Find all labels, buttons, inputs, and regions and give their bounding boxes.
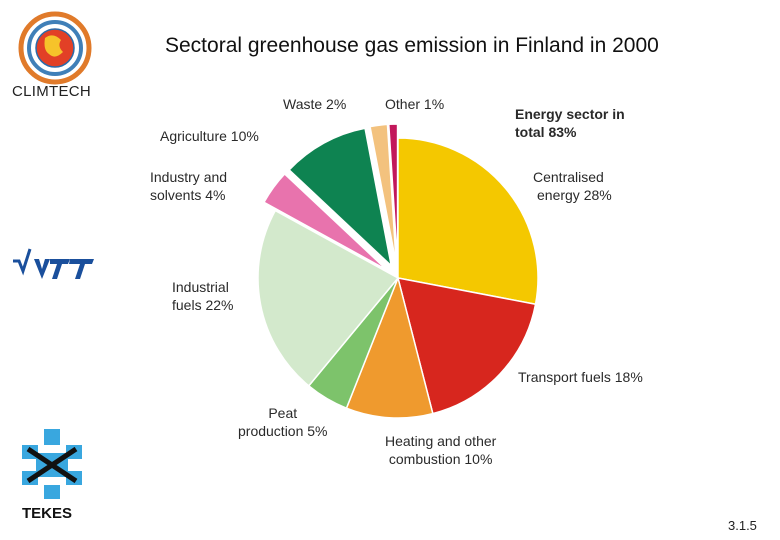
slice-label-other: Other 1% xyxy=(385,95,444,113)
slice-label-line: Transport fuels 18% xyxy=(518,369,643,385)
slice-label-line: solvents 4% xyxy=(150,187,226,203)
slice-label-line: Waste 2% xyxy=(283,96,347,112)
slice-label-agriculture: Agriculture 10% xyxy=(160,127,259,145)
climtech-logo-text: CLIMTECH xyxy=(12,83,92,100)
slide-number: 3.1.5 xyxy=(728,518,757,533)
slice-label-line: Centralised xyxy=(533,169,604,185)
pie-slice-industrial xyxy=(257,209,400,387)
pie-slice-centralised xyxy=(397,137,539,306)
slice-label-line: combustion 10% xyxy=(388,451,493,467)
slice-label-line: fuels 22% xyxy=(172,297,234,313)
tekes-logo-text: TEKES xyxy=(22,505,73,522)
vtt-logo xyxy=(13,248,94,279)
slice-label-line: Industry and xyxy=(150,169,228,185)
pie-slice-agriculture xyxy=(288,127,393,268)
climtech-logo xyxy=(18,11,92,85)
slice-label-industrial: Industrial fuels 22% xyxy=(172,278,233,314)
energy-sector-total-label: Energy sector in total 83% xyxy=(515,105,625,141)
slice-label-transport: Transport fuels 18% xyxy=(518,368,643,386)
slice-label-line: Agriculture 10% xyxy=(160,128,259,144)
slice-label-heating: Heating and other combustion 10% xyxy=(385,432,496,468)
slice-label-line: Other 1% xyxy=(385,96,445,112)
slice-label-line: Peat xyxy=(268,405,298,421)
slice-label-line: production 5% xyxy=(238,423,328,439)
pie-slice-transport xyxy=(396,277,537,415)
slice-label-industry-solvents: Industry and solvents 4% xyxy=(150,168,227,204)
pie-slice-industry_solvents xyxy=(262,172,388,271)
pie-slice-waste xyxy=(369,123,397,265)
slice-label-waste: Waste 2% xyxy=(283,95,346,113)
slice-label-peat: Peat production 5% xyxy=(238,404,328,440)
slice-label-line: energy 28% xyxy=(537,187,612,203)
chart-title: Sectoral greenhouse gas emission in Finl… xyxy=(165,34,659,57)
pie-slice-heating xyxy=(345,275,434,419)
slice-label-line: Heating and other xyxy=(385,433,497,449)
energy-sector-label-line2: total 83% xyxy=(515,124,577,140)
slice-label-centralised: Centralised energy 28% xyxy=(533,168,612,204)
slice-label-line: Industrial xyxy=(172,279,229,295)
energy-sector-label-line1: Energy sector in xyxy=(515,106,625,122)
tekes-logo xyxy=(22,429,82,499)
pie-slice-other xyxy=(387,123,399,265)
